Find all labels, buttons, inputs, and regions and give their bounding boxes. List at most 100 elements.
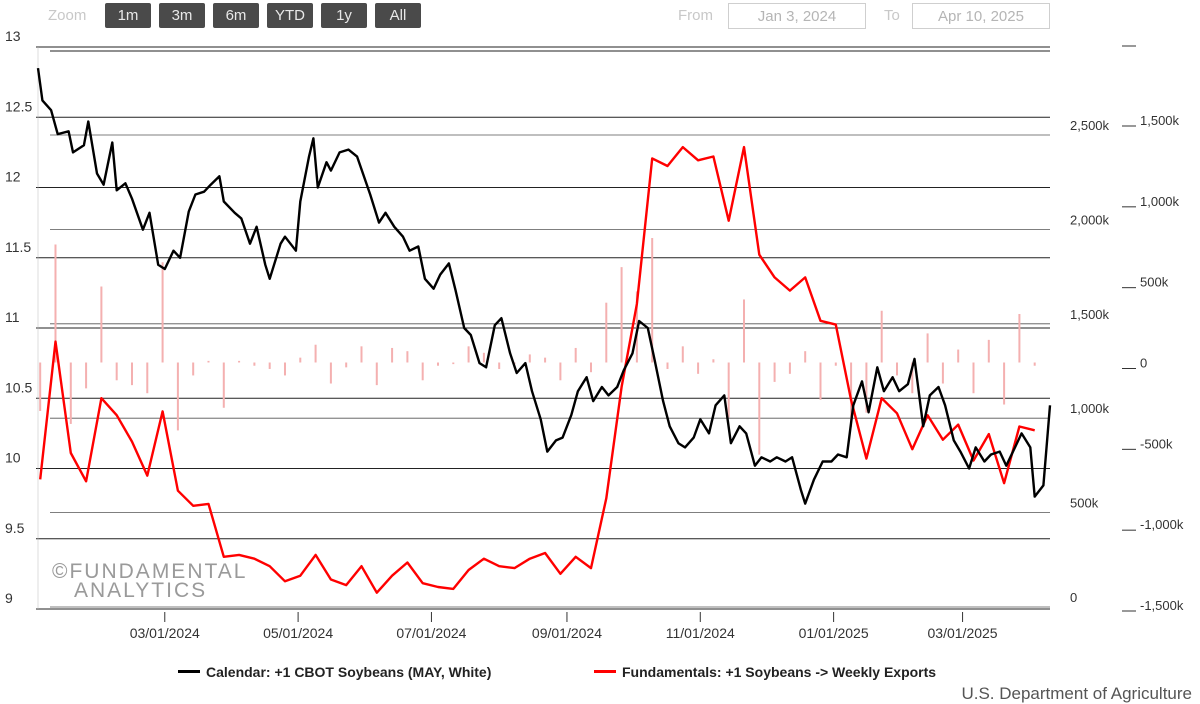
export-change-bar: [589, 362, 592, 373]
export-change-bar: [620, 267, 623, 363]
export-change-bar: [222, 362, 225, 408]
export-change-bar: [268, 362, 271, 369]
export-change-bar: [697, 362, 700, 374]
export-change-bar: [192, 362, 195, 376]
export-change-bar: [421, 362, 424, 381]
y-left-tick-label: 10.5: [5, 379, 32, 395]
to-date-input[interactable]: Apr 10, 2025: [912, 3, 1050, 29]
export-change-bar: [360, 346, 363, 363]
x-tick-label: 01/01/2025: [799, 625, 869, 641]
export-change-bar: [375, 362, 378, 386]
export-change-bar: [788, 362, 791, 374]
export-change-bar: [544, 357, 547, 363]
y-right-tick-label: 0: [1140, 356, 1147, 371]
legend-item-price[interactable]: Calendar: +1 CBOT Soybeans (MAY, White): [178, 664, 491, 680]
y-middle-tick-label: 2,000k: [1070, 212, 1110, 227]
y-middle-tick-label: 2,500k: [1070, 118, 1110, 133]
export-change-bar: [345, 362, 348, 368]
export-change-bar: [69, 362, 72, 424]
export-change-bar: [452, 362, 455, 365]
export-change-bar: [406, 351, 409, 363]
y-right-tick-label: 1,500k: [1140, 113, 1180, 128]
export-change-bar: [314, 344, 317, 363]
export-change-bar: [436, 362, 439, 366]
y-middle-tick-label: 1,500k: [1070, 307, 1110, 322]
price-series-line: [36, 67, 1052, 505]
export-change-bar: [559, 362, 562, 381]
export-change-bar: [666, 362, 669, 369]
legend-item-exports[interactable]: Fundamentals: +1 Soybeans -> Weekly Expo…: [594, 664, 936, 680]
export-change-bar: [895, 362, 898, 376]
y-left-tick-label: 10: [5, 450, 21, 466]
export-change-bar: [987, 339, 990, 363]
export-change-bar: [176, 362, 179, 431]
export-change-bar: [681, 346, 684, 363]
legend-label-price: Calendar: +1 CBOT Soybeans (MAY, White): [206, 664, 492, 680]
export-change-bar: [834, 362, 837, 366]
export-change-bar: [54, 244, 57, 363]
zoom-3m-button[interactable]: 3m: [159, 3, 205, 28]
export-change-bar: [85, 362, 88, 389]
export-change-bar: [498, 362, 501, 369]
watermark: ©FUNDAMENTAL ANALYTICS: [52, 560, 248, 602]
x-tick-label: 03/01/2025: [928, 625, 998, 641]
exports-series-line: [39, 145, 1035, 594]
y-left-tick-label: 11: [5, 309, 20, 325]
from-label: From: [678, 7, 713, 24]
export-change-bar: [283, 362, 286, 376]
export-change-bar: [207, 360, 210, 363]
y-left-tick-label: 9: [5, 590, 13, 606]
y-left-tick-label: 12: [5, 169, 21, 185]
export-change-bar: [712, 359, 715, 363]
y-right-tick-label: 500k: [1140, 275, 1169, 290]
chart-svg: 13 12.5 12 11.5 11 10.5 10 9.5 9 2,500k 2,000k 1,50…: [5, 28, 1184, 641]
x-tick-label: 09/01/2024: [532, 625, 602, 641]
x-tick-label: 07/01/2024: [396, 625, 466, 641]
legend-swatch-exports: [594, 669, 616, 673]
export-change-bar: [238, 360, 241, 363]
export-change-bar: [115, 362, 118, 381]
export-change-bar: [865, 362, 868, 413]
zoom-ytd-button[interactable]: YTD: [267, 3, 313, 28]
export-change-bar: [482, 352, 485, 363]
export-change-bar: [161, 262, 164, 363]
export-change-bar: [727, 362, 730, 418]
legend-swatch-price: [178, 669, 200, 673]
y-middle-tick-label: 0: [1070, 590, 1077, 605]
export-change-bar: [758, 362, 761, 455]
export-change-bar: [100, 286, 103, 363]
export-change-bar: [1018, 314, 1021, 363]
zoom-all-button[interactable]: All: [375, 3, 421, 28]
export-change-bar: [130, 362, 133, 386]
x-tick-label: 03/01/2024: [130, 625, 200, 641]
y-right-tick-label: -1,000k: [1140, 517, 1184, 532]
zoom-1y-button[interactable]: 1y: [321, 3, 367, 28]
y-left-tick-label: 12.5: [5, 98, 32, 114]
y-right-tick-label: 1,000k: [1140, 194, 1180, 209]
y-left-tick-label: 9.5: [5, 520, 25, 536]
source-credit: U.S. Department of Agriculture: [961, 684, 1192, 703]
export-change-bar: [880, 310, 883, 363]
y-right-tick-label: -1,500k: [1140, 598, 1184, 613]
zoom-1m-button[interactable]: 1m: [105, 3, 151, 28]
y-right-tick-label: -500k: [1140, 436, 1173, 451]
export-change-bar: [329, 362, 332, 384]
chart-legend: Calendar: +1 CBOT Soybeans (MAY, White) …: [0, 664, 1200, 684]
zoom-6m-button[interactable]: 6m: [213, 3, 259, 28]
range-selector-toolbar: Zoom 1m 3m 6m YTD 1y All From Jan 3, 202…: [0, 0, 1200, 34]
export-change-bar: [146, 362, 149, 394]
x-tick-label: 11/01/2024: [666, 625, 735, 641]
export-change-bar: [39, 362, 42, 411]
from-date-input[interactable]: Jan 3, 2024: [728, 3, 866, 29]
x-tick-label: 05/01/2024: [263, 625, 333, 641]
export-change-bar: [467, 346, 470, 363]
export-change-bar: [651, 238, 654, 363]
watermark-line-1: FUNDAMENTAL: [69, 560, 248, 583]
y-middle-tick-label: 500k: [1070, 496, 1099, 511]
export-change-bar: [605, 302, 608, 363]
export-change-bar: [972, 362, 975, 394]
to-label: To: [884, 7, 900, 24]
export-change-bar: [819, 362, 822, 400]
export-change-bar: [911, 362, 914, 394]
watermark-line-2: ANALYTICS: [74, 579, 208, 602]
